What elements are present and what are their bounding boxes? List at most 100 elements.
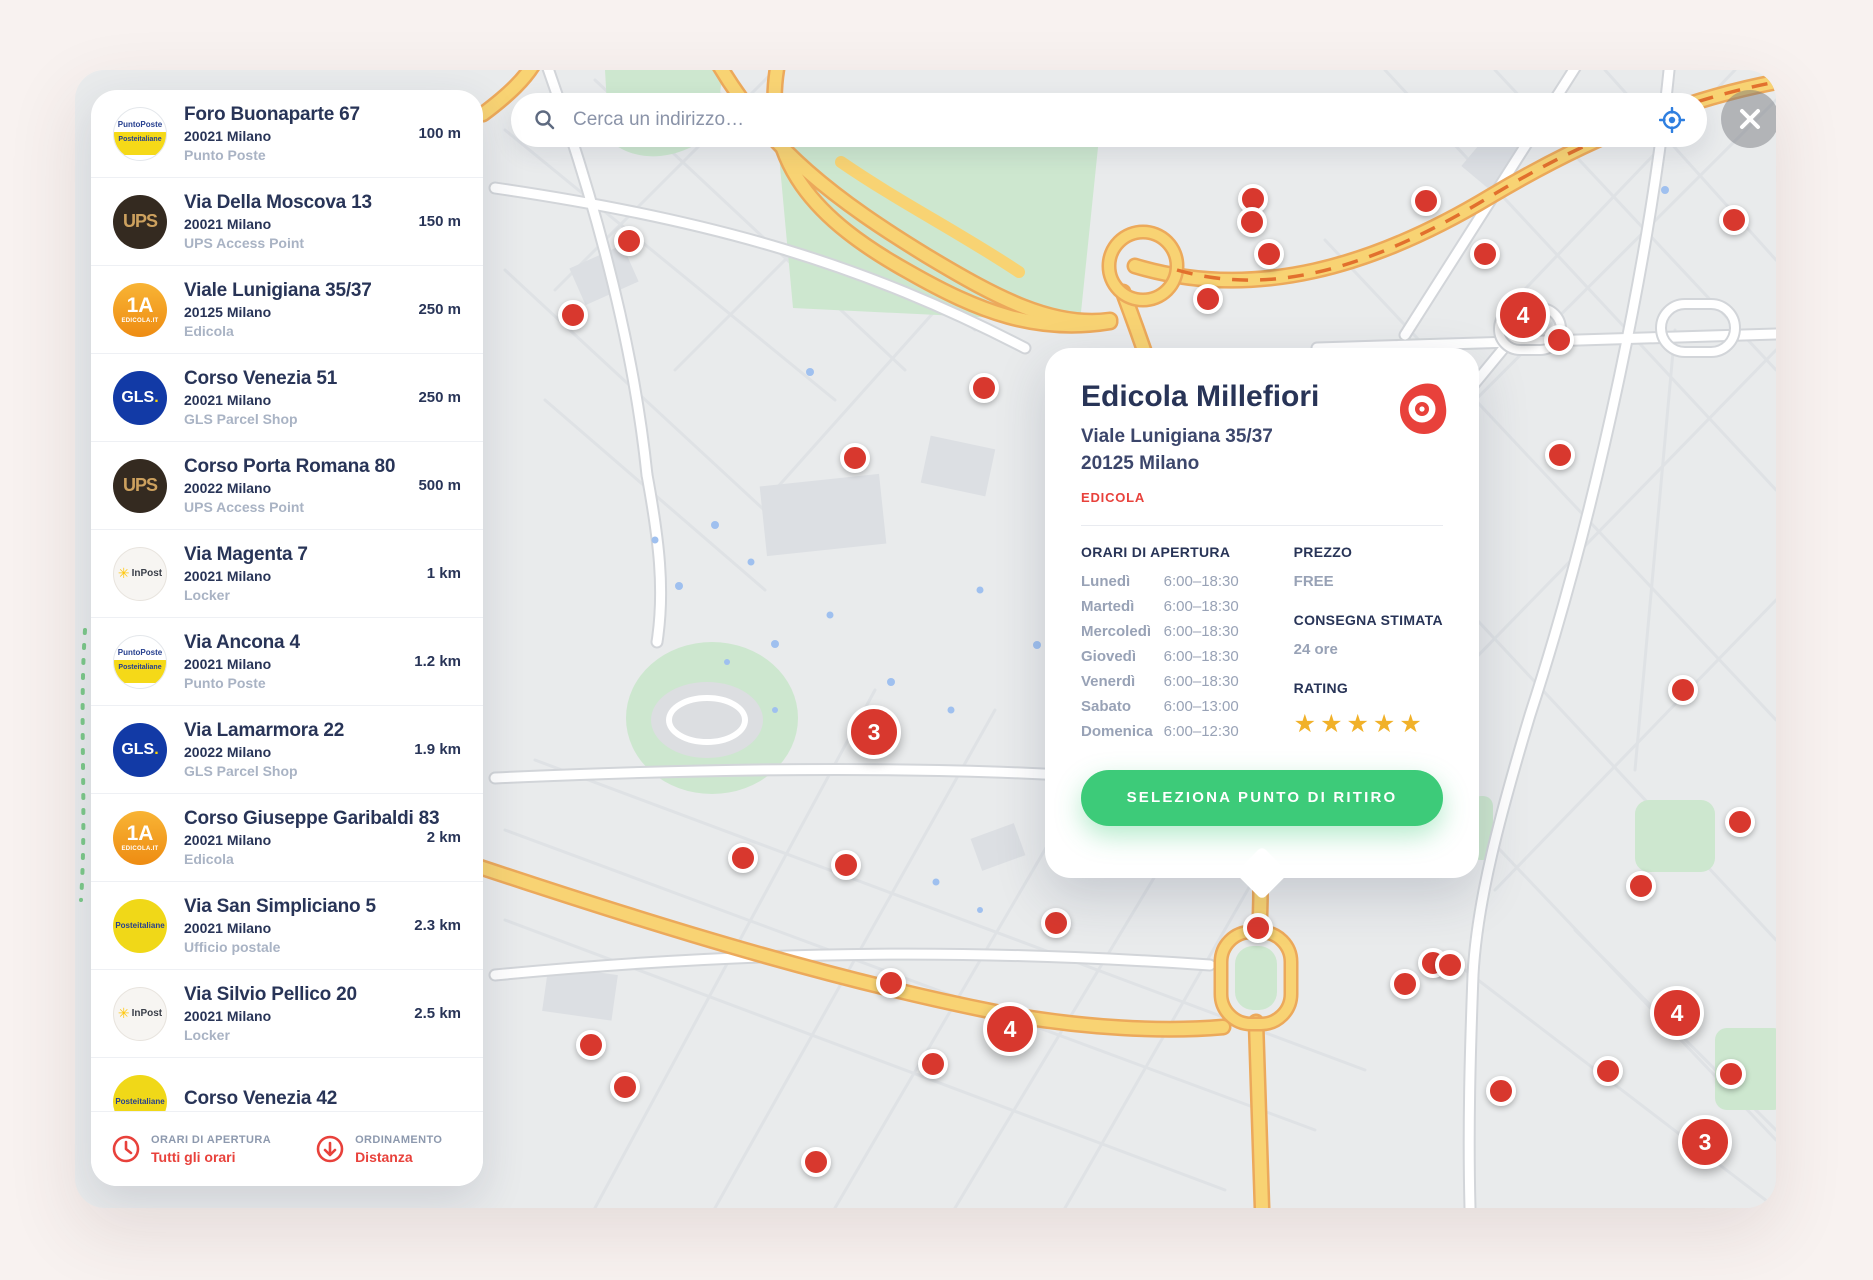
- map-pin[interactable]: [1626, 871, 1656, 901]
- map-cluster[interactable]: 3: [847, 705, 901, 759]
- item-distance: 250 m: [418, 389, 461, 406]
- pickup-list-item[interactable]: PuntoPoste Posteitaliane Via Ancona 4 200…: [91, 618, 483, 706]
- day-label: Domenica: [1081, 722, 1153, 740]
- map-pin[interactable]: [1545, 440, 1575, 470]
- item-title: Via Magenta 7: [184, 544, 308, 565]
- map-pin[interactable]: [1486, 1076, 1516, 1106]
- detail-card-header: Edicola Millefiori Viale Lunigiana 35/37…: [1081, 380, 1447, 505]
- map-pin[interactable]: [1041, 908, 1071, 938]
- map-pin[interactable]: [1435, 950, 1465, 980]
- item-postal-city: 20021 Milano: [184, 568, 272, 584]
- item-type: GLS Parcel Shop: [184, 763, 298, 779]
- pickup-list-item[interactable]: Posteitaliane Via San Simpliciano 5 2002…: [91, 882, 483, 970]
- map-pin[interactable]: [1237, 207, 1267, 237]
- divider: [1081, 524, 1443, 526]
- map-pin[interactable]: [1593, 1056, 1623, 1086]
- item-distance: 100 m: [418, 125, 461, 142]
- opening-hours-row: Mercoledì 6:00–18:30: [1081, 623, 1268, 640]
- rating-stars: ★★★★★: [1293, 709, 1426, 738]
- item-type: Edicola: [184, 851, 234, 867]
- map-pin[interactable]: [728, 843, 758, 873]
- item-type: Edicola: [184, 323, 234, 339]
- posteitaliane-logo-icon: Posteitaliane: [113, 1074, 167, 1111]
- brand-drop-icon: [1400, 383, 1447, 434]
- item-title: Via Silvio Pellico 20: [184, 984, 357, 1005]
- puntoposte-logo-icon: PuntoPoste Posteitaliane: [113, 106, 167, 161]
- hours-filter[interactable]: ORARI DI APERTURA Tutti gli orari: [111, 1134, 271, 1165]
- map-pin[interactable]: [831, 850, 861, 880]
- item-distance: 1.9 km: [414, 741, 461, 758]
- map-pin[interactable]: [876, 968, 906, 998]
- item-distance: 250 m: [418, 301, 461, 318]
- sidebar: PuntoPoste Posteitaliane Foro Buonaparte …: [91, 90, 483, 1186]
- map-pin[interactable]: [576, 1030, 606, 1060]
- map-pin[interactable]: [1668, 675, 1698, 705]
- pickup-list-item[interactable]: UPS Corso Porta Romana 80 20022 Milano U…: [91, 442, 483, 530]
- sidebar-footer: ORARI DI APERTURA Tutti gli orari ORDINA…: [91, 1111, 483, 1186]
- map-pin[interactable]: [969, 373, 999, 403]
- item-type: UPS Access Point: [184, 235, 305, 251]
- opening-hours-title: ORARI DI APERTURA: [1081, 543, 1231, 560]
- price-label: PREZZO: [1293, 543, 1353, 560]
- item-type: UPS Access Point: [184, 499, 305, 515]
- item-distance: 1.2 km: [414, 653, 461, 670]
- map-pin[interactable]: [1411, 186, 1441, 216]
- item-title: Via San Simpliciano 5: [184, 896, 376, 917]
- time-value: 6:00–18:30: [1163, 597, 1239, 615]
- pickup-list-item[interactable]: ✳ InPost Via Silvio Pellico 20 20021 Mila…: [91, 970, 483, 1058]
- pickup-list-item[interactable]: ✳ InPost Via Magenta 7 20021 Milano Locke…: [91, 530, 483, 618]
- locate-button[interactable]: [1659, 107, 1685, 133]
- pickup-list-item[interactable]: GLS. Via Lamarmora 22 20022 Milano GLS P…: [91, 706, 483, 794]
- map-pin[interactable]: [918, 1049, 948, 1079]
- item-postal-city: 20022 Milano: [184, 480, 272, 496]
- pickup-list-item[interactable]: 1A EDICOLA.IT Viale Lunigiana 35/37 20125…: [91, 266, 483, 354]
- map-pin[interactable]: [1390, 969, 1420, 999]
- pickup-list-item[interactable]: Posteitaliane Corso Venezia 42: [91, 1058, 483, 1111]
- map-pin[interactable]: [1716, 1059, 1746, 1089]
- map-pin[interactable]: [1725, 807, 1755, 837]
- time-value: 6:00–18:30: [1163, 672, 1239, 690]
- map-pin[interactable]: [1719, 205, 1749, 235]
- map-cluster[interactable]: 3: [1678, 1115, 1732, 1169]
- item-title: Viale Lunigiana 35/37: [184, 280, 372, 301]
- map-pin[interactable]: [610, 1072, 640, 1102]
- search-input[interactable]: [571, 108, 1645, 132]
- close-button[interactable]: [1721, 90, 1776, 148]
- time-value: 6:00–18:30: [1163, 622, 1239, 640]
- map-pin[interactable]: [1243, 913, 1273, 943]
- map-pin[interactable]: [1254, 239, 1284, 269]
- opening-hours-row: Sabato 6:00–13:00: [1081, 698, 1268, 715]
- map-cluster[interactable]: 4: [1496, 288, 1550, 342]
- pickup-list-item[interactable]: 1A EDICOLA.IT Corso Giuseppe Garibaldi 83…: [91, 794, 483, 882]
- map-cluster[interactable]: 4: [983, 1002, 1037, 1056]
- opening-hours-row: Giovedì 6:00–18:30: [1081, 648, 1268, 665]
- map-pin[interactable]: [1544, 325, 1574, 355]
- item-title: Corso Venezia 42: [184, 1088, 338, 1109]
- map-pin[interactable]: [1193, 284, 1223, 314]
- pickup-list-item[interactable]: PuntoPoste Posteitaliane Foro Buonaparte …: [91, 90, 483, 178]
- search-icon: [535, 110, 555, 130]
- opening-hours-section: ORARI DI APERTURA Lunedì 6:00–18:30 Mart…: [1081, 544, 1268, 748]
- delivery-label: CONSEGNA STIMATA: [1293, 611, 1443, 628]
- arrow-down-circle-icon: [316, 1135, 344, 1163]
- day-label: Lunedì: [1081, 572, 1131, 590]
- pickup-list-item[interactable]: GLS. Corso Venezia 51 20021 Milano GLS P…: [91, 354, 483, 442]
- map-pin[interactable]: [1470, 239, 1500, 269]
- day-label: Martedì: [1081, 597, 1135, 615]
- item-postal-city: 20021 Milano: [184, 832, 272, 848]
- item-title: Corso Porta Romana 80: [184, 456, 396, 477]
- select-pickup-point-button[interactable]: SELEZIONA PUNTO DI RITIRO: [1081, 769, 1443, 826]
- pickup-list-item[interactable]: UPS Via Della Moscova 13 20021 Milano UP…: [91, 178, 483, 266]
- map-pin[interactable]: [801, 1147, 831, 1177]
- item-title: Foro Buonaparte 67: [184, 104, 360, 125]
- time-value: 6:00–13:00: [1163, 697, 1239, 715]
- map-cluster[interactable]: 4: [1650, 986, 1704, 1040]
- item-postal-city: 20021 Milano: [184, 1008, 272, 1024]
- map-pin[interactable]: [614, 226, 644, 256]
- item-type: Punto Poste: [184, 147, 266, 163]
- map-pin[interactable]: [558, 300, 588, 330]
- sort-filter[interactable]: ORDINAMENTO Distanza: [315, 1134, 442, 1165]
- map-pin[interactable]: [840, 443, 870, 473]
